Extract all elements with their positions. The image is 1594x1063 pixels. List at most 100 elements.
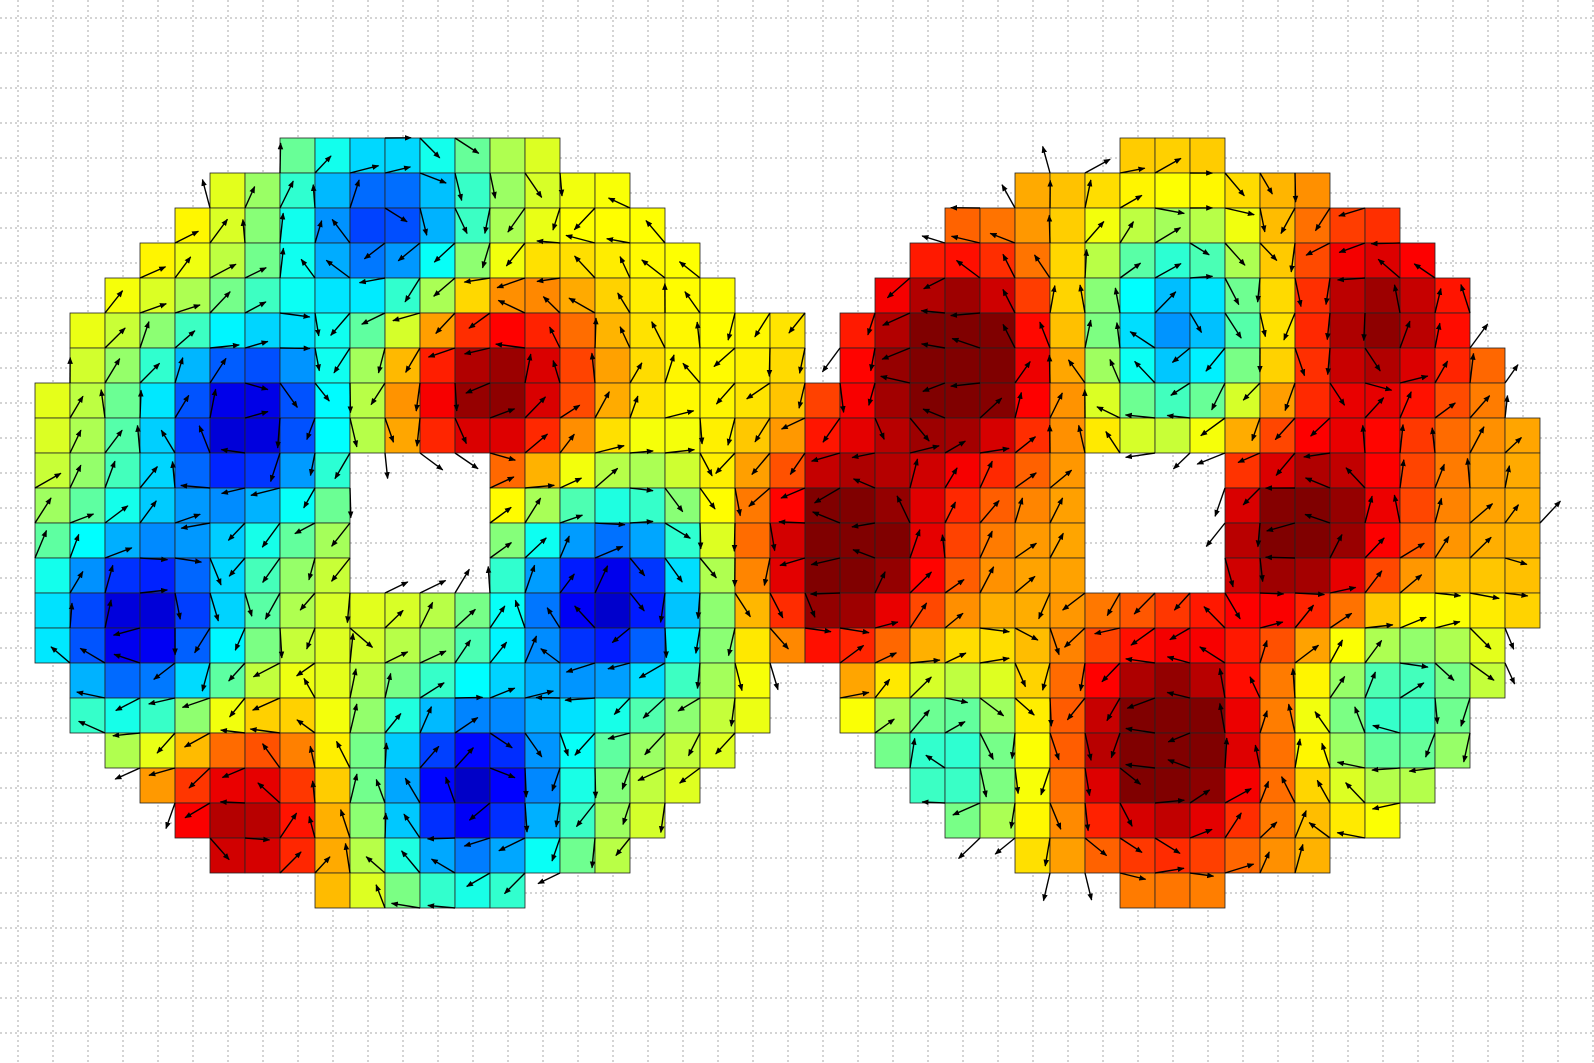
vector-arrow <box>1154 797 1185 804</box>
vector-arrow <box>715 382 736 405</box>
vector-arrow <box>1049 627 1060 656</box>
mesh-cell <box>1119 662 1156 699</box>
vector-arrow <box>1321 742 1331 769</box>
mesh-cell <box>104 382 141 419</box>
vector-arrow <box>310 780 317 804</box>
vector-arrow <box>1364 570 1383 594</box>
mesh-cell <box>1434 592 1471 629</box>
mesh-cell <box>1224 522 1261 559</box>
vector-arrow <box>559 573 575 594</box>
mesh-cell <box>1224 592 1261 629</box>
mesh-cell <box>874 697 911 734</box>
vector-arrow <box>1434 697 1440 725</box>
vector-arrow <box>148 697 176 706</box>
vector-arrow <box>1166 691 1191 699</box>
mesh-cell <box>69 557 106 594</box>
vector-arrow <box>1274 417 1296 441</box>
mesh-cell <box>1014 592 1051 629</box>
mesh-cell <box>524 172 561 209</box>
mesh-cell <box>1014 452 1051 489</box>
vector-arrow <box>687 732 701 757</box>
vector-arrow <box>1294 277 1303 308</box>
mesh-cell <box>139 417 176 454</box>
mesh-cell <box>209 347 246 384</box>
vector-arrow <box>1049 732 1060 761</box>
mesh-cell <box>594 837 631 874</box>
vector-arrow <box>1124 412 1156 419</box>
vector-arrow <box>454 568 470 594</box>
mesh-cell <box>1329 312 1366 349</box>
vector-arrow <box>979 499 1000 524</box>
vector-arrow <box>921 799 946 806</box>
mesh-cell <box>139 662 176 699</box>
mesh-cell <box>804 627 841 664</box>
vector-arrow <box>594 444 625 454</box>
mesh-cell <box>209 207 246 244</box>
mesh-cell <box>559 627 596 664</box>
vector-arrow <box>549 326 561 349</box>
vector-arrow <box>1077 424 1086 454</box>
mesh-cell <box>1399 592 1436 629</box>
vector-arrow <box>496 277 526 289</box>
vector-arrow <box>397 242 421 262</box>
mesh-cell <box>874 662 911 699</box>
vector-arrow <box>524 689 555 699</box>
mesh-cell <box>1399 662 1436 699</box>
mesh-cell <box>1294 802 1331 839</box>
vector-arrow <box>589 837 596 869</box>
mesh-cell <box>524 627 561 664</box>
mesh-cell <box>1154 242 1191 279</box>
mesh-cell <box>454 312 491 349</box>
vector-arrow <box>642 697 666 719</box>
mesh-cell <box>314 452 351 489</box>
vector-arrow <box>104 290 124 314</box>
vector-arrow <box>1460 283 1471 314</box>
vector-arrow <box>874 652 898 664</box>
mesh-cell <box>104 417 141 454</box>
mesh-cell <box>1329 627 1366 664</box>
vector-arrow <box>1303 452 1331 459</box>
vector-arrow <box>1002 323 1016 349</box>
vector-arrow <box>481 242 491 269</box>
mesh-cell <box>69 487 106 524</box>
vector-arrow <box>574 732 596 756</box>
vector-arrow <box>1189 242 1210 256</box>
vector-arrow <box>139 556 169 563</box>
mesh-cell <box>1189 662 1226 699</box>
mesh-cell <box>34 417 71 454</box>
vector-arrow <box>1014 472 1037 489</box>
vector-arrow <box>296 719 316 734</box>
mesh-cell <box>454 767 491 804</box>
vector-arrow <box>746 382 771 400</box>
mesh-cell <box>209 382 246 419</box>
vector-arrow <box>330 557 351 582</box>
vector-arrow <box>1218 702 1226 734</box>
mesh-cell <box>209 767 246 804</box>
mesh-cell <box>279 312 316 349</box>
vector-arrow <box>483 207 491 235</box>
mesh-cell <box>839 487 876 524</box>
vector-arrow <box>221 767 246 779</box>
vector-arrow <box>261 522 281 548</box>
mesh-cell <box>1294 522 1331 559</box>
vector-arrow <box>558 172 565 197</box>
vector-arrow <box>349 632 356 664</box>
mesh-cell <box>1224 697 1261 734</box>
mesh-cell <box>1224 277 1261 314</box>
mesh-cell <box>559 347 596 384</box>
vector-arrow <box>1275 452 1296 476</box>
vector-arrow <box>920 342 946 349</box>
vector-arrow <box>314 155 332 174</box>
mesh-cell <box>489 137 526 174</box>
mesh-cell <box>629 347 666 384</box>
vector-arrow <box>979 767 988 798</box>
vector-arrow <box>629 487 654 493</box>
mesh-cell <box>979 592 1016 629</box>
mesh-cell <box>139 697 176 734</box>
vector-arrow <box>780 417 806 430</box>
vector-arrow <box>1173 592 1191 611</box>
mesh-cell <box>384 382 421 419</box>
vector-arrow <box>551 837 561 862</box>
mesh-cell <box>874 487 911 524</box>
mesh-cell <box>1119 242 1156 279</box>
